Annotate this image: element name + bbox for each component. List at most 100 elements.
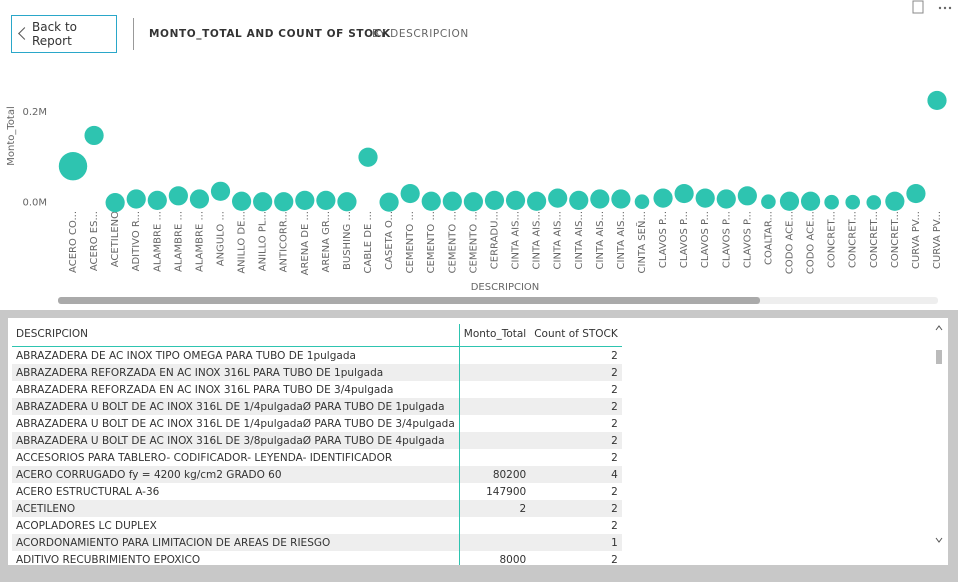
table-cell: 8000 bbox=[499, 553, 527, 566]
x-tick-label: CLAVOS P... bbox=[721, 211, 732, 268]
x-tick-label: CONCRET... bbox=[848, 211, 859, 268]
table-cell bbox=[459, 364, 531, 381]
table-cell: ABRAZADERA REFORZADA EN AC INOX 316L PAR… bbox=[12, 381, 460, 398]
bubble bbox=[421, 191, 441, 211]
filter-icon[interactable] bbox=[912, 0, 924, 14]
x-tick-label: CINTA AIS... bbox=[532, 211, 543, 269]
table-cell: ABRAZADERA U BOLT DE AC INOX 316L DE 3/8… bbox=[12, 432, 460, 449]
table-cell: 2 bbox=[530, 500, 622, 517]
visual-title: MONTO_TOTAL AND COUNT OF STOCK bbox=[149, 28, 391, 40]
table-cell: 2 bbox=[611, 485, 618, 498]
x-tick-label: ACERO CO... bbox=[68, 211, 79, 273]
x-tick-label: CEMENTO ... bbox=[426, 211, 437, 273]
table-cell: ABRAZADERA REFORZADA EN AC INOX 316L PAR… bbox=[12, 364, 460, 381]
data-table: DESCRIPCION Monto_Total Count of STOCK ABRA… bbox=[12, 324, 622, 565]
x-tick-label: ALAMBRE ... bbox=[173, 211, 184, 272]
table-cell bbox=[459, 432, 531, 449]
x-tick-label: CINTA AIS... bbox=[595, 211, 606, 269]
table-panel: DESCRIPCION Monto_Total Count of STOCK ABRA… bbox=[8, 318, 948, 565]
table-row: ACERO ESTRUCTURAL A-36 147900 2 bbox=[12, 483, 622, 500]
table-cell: 2 bbox=[611, 417, 618, 430]
table-cell: ADITIVO RECUBRIMIENTO EPOXICO bbox=[12, 551, 460, 565]
back-button[interactable]: Back to Report bbox=[11, 15, 117, 53]
x-axis-title: DESCRIPCION bbox=[471, 282, 540, 293]
table-cell: ACERO ESTRUCTURAL A-36 bbox=[12, 483, 460, 500]
column-header[interactable]: DESCRIPCION bbox=[12, 324, 460, 347]
table-cell: ABRAZADERA U BOLT DE AC INOX 316L DE 1/4… bbox=[12, 398, 460, 415]
table-cell: 2 bbox=[530, 398, 622, 415]
x-tick-label: ACERO ES... bbox=[89, 211, 100, 271]
bubble bbox=[737, 186, 757, 206]
table-cell: ABRAZADERA DE AC INOX TIPO OMEGA PARA TU… bbox=[12, 346, 460, 364]
x-tick-label: CERRADU... bbox=[489, 211, 500, 269]
x-tick-label: CINTA AIS... bbox=[616, 211, 627, 269]
table-cell: 2 bbox=[611, 349, 618, 362]
x-tick-label: CINTA AIS... bbox=[553, 211, 564, 269]
x-tick-label: CEMENTO ... bbox=[405, 211, 416, 273]
chart-panel: Back to Report MONTO_TOTAL AND COUNT OF … bbox=[0, 0, 958, 310]
table-cell: 2 bbox=[530, 364, 622, 381]
table-row: ACETILENO 2 2 bbox=[12, 500, 622, 517]
x-tick-label: CLAVOS P... bbox=[700, 211, 711, 268]
y-axis-title: Monto_Total bbox=[6, 106, 17, 165]
x-tick-label: ARENA GR... bbox=[321, 211, 332, 272]
bubble bbox=[295, 190, 315, 210]
toolbar-icons bbox=[912, 0, 952, 14]
bubble bbox=[527, 191, 547, 211]
bubble bbox=[231, 191, 252, 211]
bubble bbox=[105, 193, 125, 213]
table-row: ABRAZADERA U BOLT DE AC INOX 316L DE 1/4… bbox=[12, 398, 622, 415]
x-tick-label: BUSHING ... bbox=[342, 211, 353, 270]
table-row: ABRAZADERA U BOLT DE AC INOX 316L DE 3/8… bbox=[12, 432, 622, 449]
v-scrollbar[interactable] bbox=[934, 324, 944, 552]
x-tick-label: ACETILENO bbox=[110, 211, 121, 267]
x-tick-label: CODO ACE... bbox=[806, 211, 817, 274]
table-cell: ACETILENO bbox=[12, 500, 460, 517]
x-tick-label: COALTAR... bbox=[763, 211, 774, 265]
table-cell: 2 bbox=[611, 519, 618, 532]
table-cell: 2 bbox=[611, 451, 618, 464]
x-tick-label: ANILLO DE... bbox=[237, 211, 248, 274]
column-header[interactable]: Monto_Total bbox=[459, 324, 531, 347]
table-row: ABRAZADERA REFORZADA EN AC INOX 316L PAR… bbox=[12, 364, 622, 381]
table-cell: 4 bbox=[530, 466, 622, 483]
h-scroll-thumb[interactable] bbox=[58, 297, 760, 304]
table-cell: ACERO CORRUGADO fy = 4200 kg/cm2 GRADO 6… bbox=[12, 466, 460, 483]
bubble bbox=[274, 192, 294, 212]
bubble bbox=[316, 190, 336, 210]
bubble bbox=[358, 147, 378, 167]
bubble bbox=[442, 191, 462, 211]
bubble bbox=[484, 190, 505, 210]
bubble bbox=[634, 194, 650, 210]
table-cell bbox=[459, 381, 530, 398]
table-row: ACORDONAMIENTO PARA LIMITACION DE AREAS … bbox=[12, 534, 622, 551]
more-icon[interactable] bbox=[938, 6, 942, 10]
bubble bbox=[800, 191, 821, 211]
column-header[interactable]: Count of STOCK bbox=[530, 324, 622, 347]
table-cell bbox=[459, 449, 530, 466]
table-cell bbox=[459, 415, 530, 432]
x-tick-label: ALAMBRE ... bbox=[152, 211, 163, 272]
table-row: ABRAZADERA DE AC INOX TIPO OMEGA PARA TU… bbox=[12, 346, 622, 364]
bubble bbox=[906, 183, 926, 204]
bubble bbox=[590, 189, 610, 209]
y-tick-label: 0.0M bbox=[22, 198, 47, 209]
x-tick-label: CINTA AIS... bbox=[574, 211, 585, 269]
bubble bbox=[400, 183, 420, 204]
x-tick-label: CODO ACE... bbox=[784, 211, 795, 274]
bubble bbox=[779, 191, 800, 211]
table-cell: 2 bbox=[611, 553, 618, 566]
more-icon bbox=[943, 6, 947, 10]
bubble bbox=[58, 152, 88, 181]
table-row: ACOPLADORES LC DUPLEX 2 bbox=[12, 517, 622, 534]
x-tick-label: CINTA SEÑ... bbox=[635, 211, 648, 273]
bubble bbox=[695, 188, 715, 208]
bubble bbox=[210, 181, 231, 201]
table-row: ABRAZADERA U BOLT DE AC INOX 316L DE 1/4… bbox=[12, 415, 622, 432]
bubble bbox=[126, 189, 146, 209]
bubble bbox=[548, 188, 568, 208]
x-tick-label: ANILLO PL... bbox=[258, 211, 269, 271]
table-row: ADITIVO RECUBRIMIENTO EPOXICO 8000 2 bbox=[12, 551, 622, 565]
table-cell: 147900 bbox=[486, 485, 527, 498]
x-tick-label: CONCRET... bbox=[890, 211, 901, 268]
